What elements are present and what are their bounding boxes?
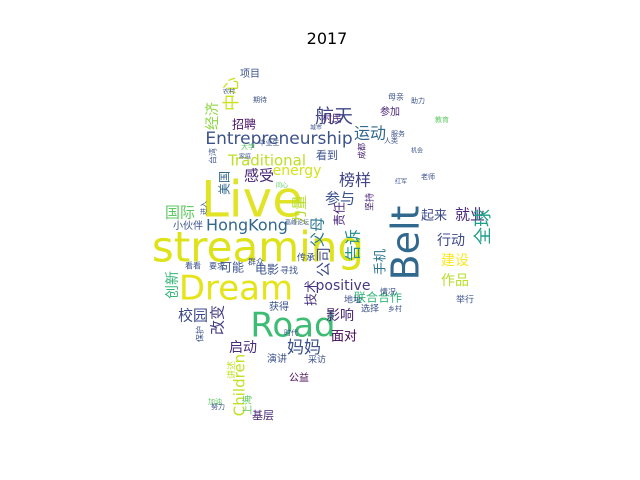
word-89: 时代 — [284, 328, 298, 337]
word-19: 就业 — [455, 206, 485, 224]
word-46: 参加 — [380, 105, 400, 118]
word-47: 小伙伴 — [173, 219, 203, 232]
word-28: 技术 — [305, 280, 320, 306]
word-55: 寻找 — [280, 265, 298, 277]
word-24: 行动 — [437, 233, 465, 249]
word-18: 参与 — [325, 190, 355, 208]
word-22: 力量 — [291, 195, 309, 225]
word-88: 服务 — [391, 129, 405, 138]
word-14: 感受 — [244, 167, 274, 185]
word-78: 农村 — [223, 88, 235, 96]
word-44: 项目 — [240, 68, 260, 80]
word-41: 电影 — [255, 263, 279, 277]
word-9: energy — [273, 163, 322, 179]
word-77: 城市 — [310, 124, 322, 132]
word-79: 机会 — [411, 147, 423, 155]
word-33: 创新 — [165, 271, 181, 299]
word-40: 可能 — [220, 261, 244, 275]
word-5: Entrepreneurship — [205, 129, 352, 149]
word-26: 告诉 — [344, 229, 363, 261]
word-36: 联合合作 — [354, 290, 402, 305]
word-72: 毕业生 — [259, 138, 280, 147]
word-7: Traditional — [227, 152, 306, 170]
word-56: 传承 — [297, 252, 315, 264]
word-3: Road — [250, 306, 335, 346]
word-23: 起来 — [421, 209, 447, 224]
word-61: 群众 — [248, 257, 264, 267]
word-16: 国际 — [165, 204, 195, 222]
word-54: 举行 — [456, 294, 474, 306]
word-81: 家庭 — [239, 153, 251, 161]
word-20: 全球 — [473, 209, 494, 245]
word-74: 人类 — [384, 136, 398, 145]
word-70: 保护 — [195, 326, 205, 342]
word-71: 台湾 — [208, 148, 218, 164]
word-42: 美国 — [218, 171, 232, 195]
word-69: 讲述 — [226, 361, 238, 379]
word-48: 获得 — [269, 301, 289, 313]
word-39: 手机 — [374, 249, 389, 275]
word-82: 高峰论坛 — [285, 219, 309, 227]
word-73: 大学 — [241, 142, 255, 151]
word-59: 情况 — [380, 287, 396, 297]
word-6: HongKong — [206, 216, 288, 235]
word-12: 中心 — [222, 77, 242, 111]
word-13: 运动 — [354, 124, 386, 143]
word-50: 公益 — [289, 371, 309, 384]
word-66: 要求 — [209, 261, 225, 271]
word-25: 建设 — [441, 253, 469, 269]
word-80: 同心 — [276, 183, 288, 190]
word-2: Belt — [384, 206, 428, 281]
word-8: Children — [231, 354, 249, 416]
word-15: 妈妈 — [287, 338, 321, 358]
word-30: 改变 — [209, 305, 227, 335]
word-0: Live — [201, 171, 303, 229]
word-57: 母亲 — [388, 92, 404, 102]
word-38: 招聘 — [232, 118, 256, 132]
word-67: 加油 — [208, 397, 222, 406]
word-34: 影响 — [326, 308, 354, 324]
word-43: 看到 — [316, 148, 338, 162]
word-31: 启动 — [229, 340, 257, 356]
word-64: 上海 — [241, 395, 254, 415]
word-63: 责任 — [333, 202, 347, 226]
word-83: 进入 — [200, 201, 208, 215]
chart-title: 2017 — [307, 29, 348, 48]
word-11: 航天 — [315, 106, 353, 128]
word-85: 努力 — [211, 402, 225, 411]
word-62: 成都 — [357, 143, 367, 159]
word-87: 教育 — [435, 115, 449, 124]
word-29: 校园 — [178, 307, 208, 325]
word-4: Dream — [179, 269, 293, 309]
word-76: 期待 — [253, 95, 267, 104]
word-65: 看看 — [185, 262, 201, 271]
word-52: 地址 — [344, 294, 362, 306]
word-1: streaming — [152, 223, 364, 272]
word-45: 村民 — [322, 112, 342, 125]
word-10: positive — [316, 278, 371, 294]
word-58: 坚持 — [364, 193, 376, 211]
word-60: 乡村 — [388, 304, 402, 313]
word-27: 公司 — [315, 247, 333, 277]
word-68: 采访 — [308, 355, 326, 366]
word-32: 作品 — [441, 273, 469, 289]
word-86: 红军 — [395, 178, 407, 186]
word-75: 助力 — [411, 96, 425, 105]
word-53: 选择 — [361, 303, 379, 315]
word-37: 经济 — [205, 102, 221, 130]
word-35: 面对 — [331, 330, 357, 345]
word-84: 老师 — [421, 172, 435, 181]
word-51: 基层 — [252, 409, 274, 422]
word-49: 演讲 — [267, 352, 287, 365]
word-21: 父母 — [309, 217, 327, 247]
word-17: 榜样 — [339, 171, 371, 190]
